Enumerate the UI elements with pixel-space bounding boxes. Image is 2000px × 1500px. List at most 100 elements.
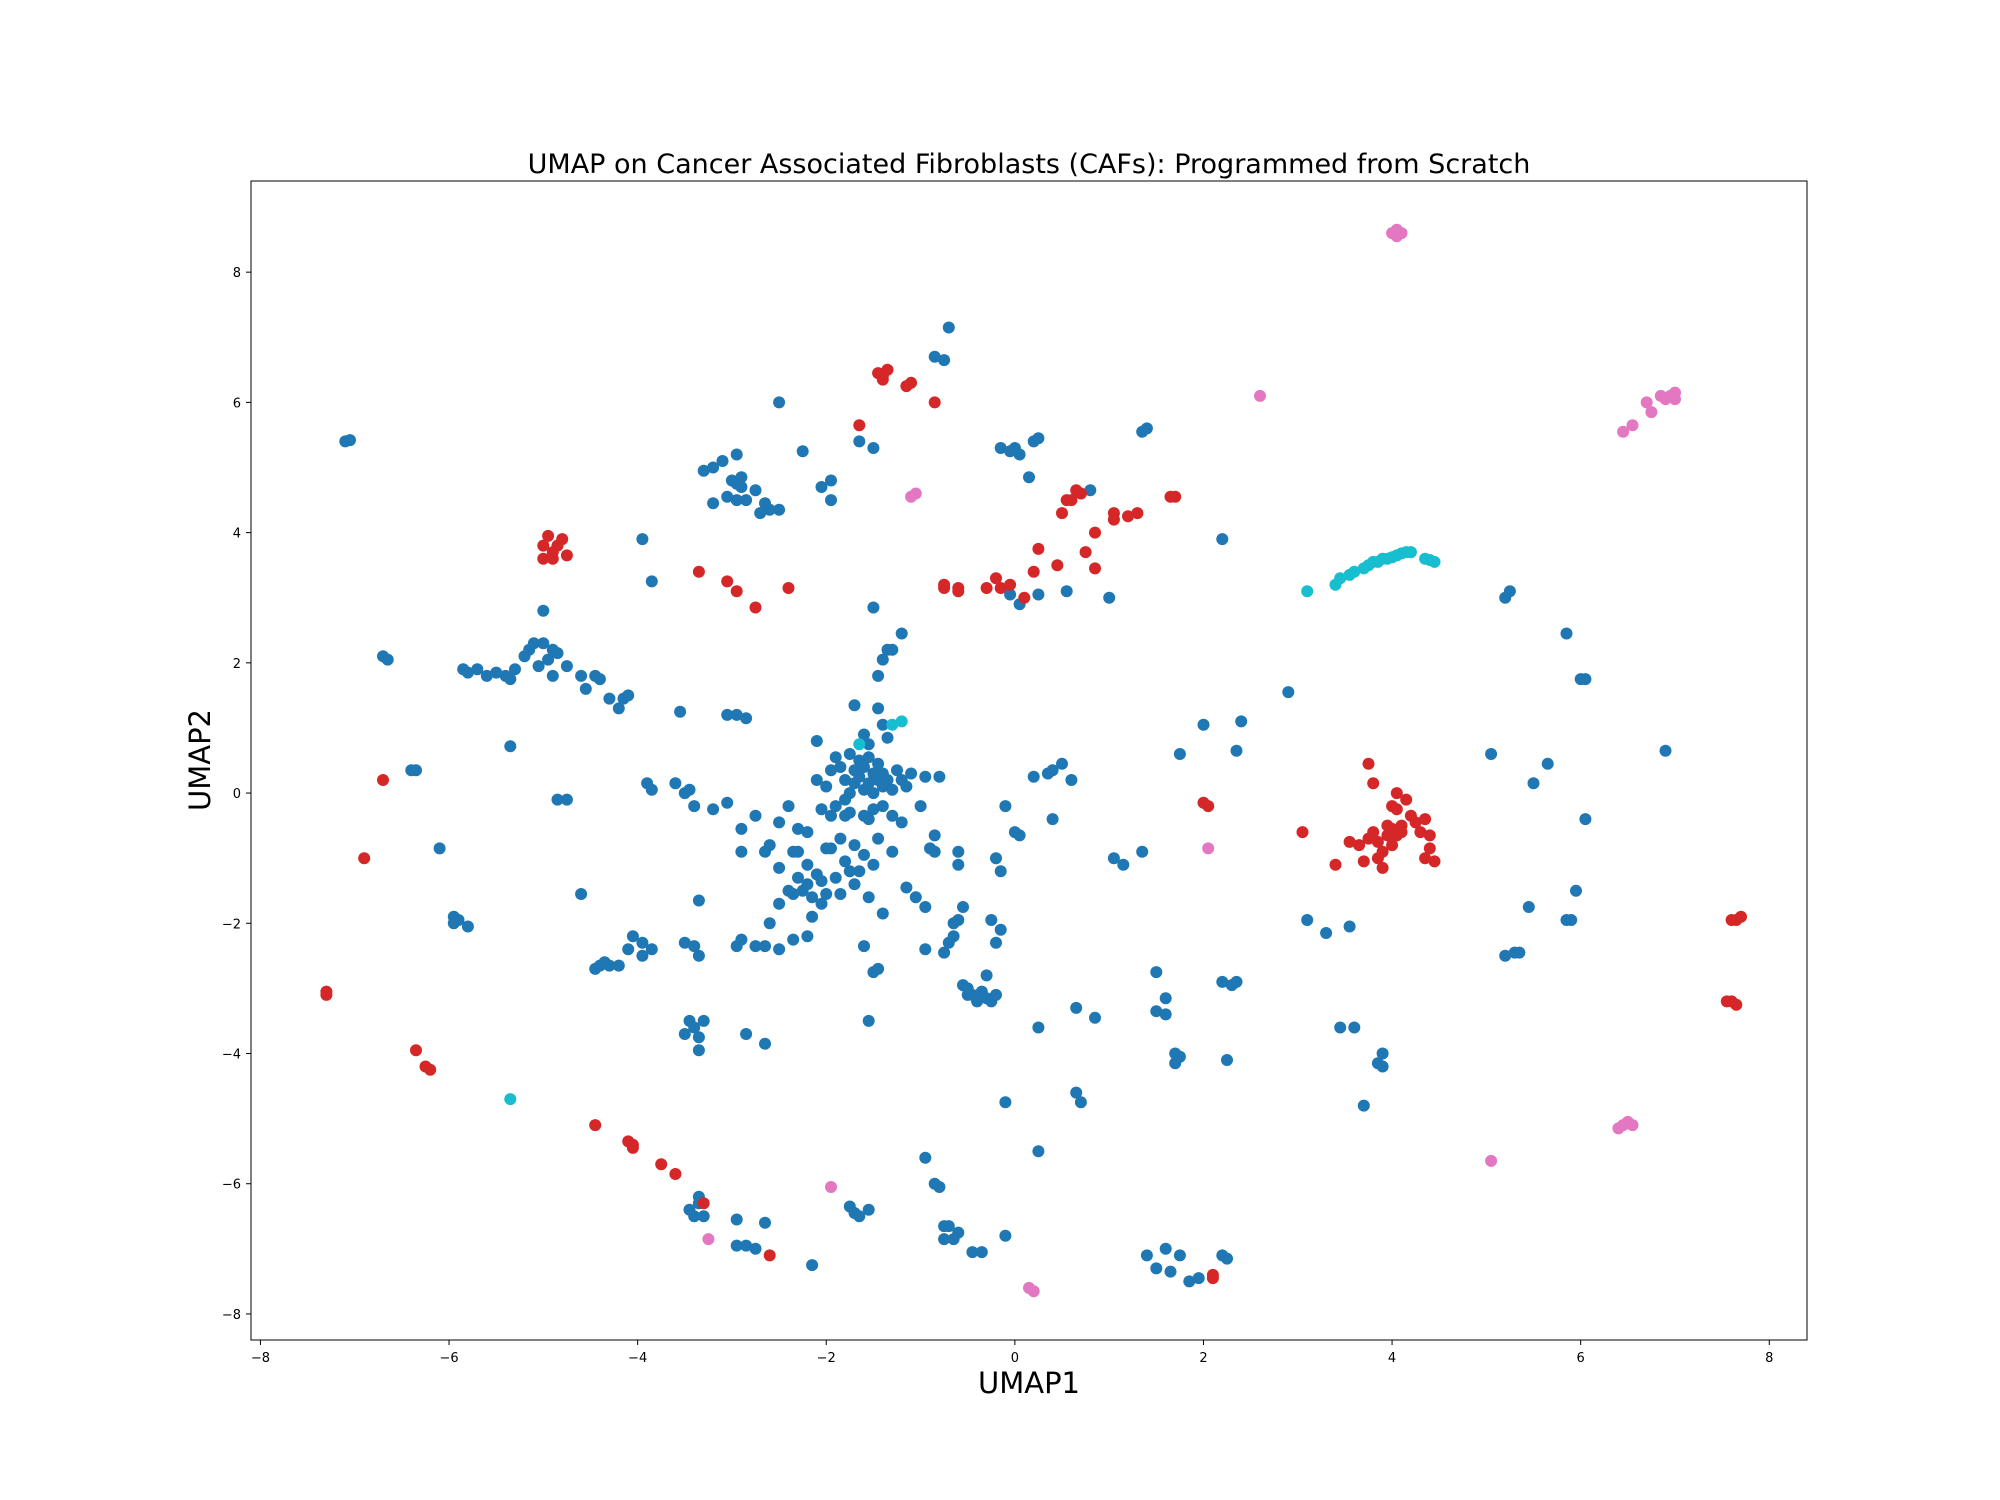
scatter-point-series-0 [1565, 914, 1578, 926]
scatter-point-series-0 [886, 809, 899, 822]
scatter-point-series-0 [692, 1031, 705, 1044]
scatter-point-series-2 [1645, 406, 1658, 419]
scatter-point-series-0 [740, 1028, 753, 1040]
scatter-point-series-0 [1173, 1050, 1186, 1063]
scatter-point-series-1 [1423, 829, 1436, 842]
scatter-point-series-0 [773, 816, 786, 829]
scatter-point-series-2 [1390, 230, 1403, 243]
scatter-point-series-0 [1301, 914, 1314, 926]
scatter-point-series-0 [810, 735, 823, 747]
scatter-point-series-1 [589, 1119, 602, 1132]
scatter-point-series-0 [1046, 813, 1059, 826]
scatter-point-series-0 [721, 796, 734, 809]
scatter-point-series-0 [971, 995, 984, 1008]
scatter-point-series-2 [1640, 396, 1653, 409]
scatter-point-series-1 [1202, 800, 1215, 813]
scatter-point-series-0 [683, 783, 696, 796]
scatter-point-series-0 [1084, 484, 1097, 497]
scatter-point-series-0 [825, 494, 837, 507]
scatter-point-series-1 [905, 376, 918, 389]
scatter-point-series-0 [994, 442, 1007, 454]
scatter-point-series-0 [848, 839, 861, 852]
scatter-point-series-1 [1206, 1272, 1219, 1285]
scatter-point-series-0 [692, 894, 705, 907]
scatter-point-series-1 [952, 585, 965, 598]
scatter-point-series-3 [886, 718, 899, 731]
scatter-point-series-0 [1320, 927, 1333, 939]
scatter-point-series-1 [853, 419, 866, 432]
scatter-point-series-0 [999, 1096, 1012, 1109]
scatter-point-series-0 [1046, 764, 1059, 777]
scatter-point-series-0 [792, 871, 804, 884]
scatter-point-series-0 [876, 800, 889, 813]
scatter-point-series-3 [1428, 555, 1441, 568]
scatter-point-series-0 [862, 1203, 875, 1216]
scatter-point-series-0 [1221, 1054, 1233, 1066]
scatter-point-series-0 [1032, 1145, 1045, 1158]
scatter-point-series-0 [895, 816, 908, 829]
scatter-point-series-0 [796, 445, 809, 458]
scatter-point-series-0 [990, 936, 1002, 949]
scatter-point-series-0 [1522, 901, 1535, 913]
scatter-point-series-0 [810, 774, 823, 786]
scatter-point-series-0 [678, 1028, 691, 1040]
scatter-point-series-1 [1367, 826, 1380, 839]
scatter-point-series-0 [612, 959, 625, 972]
scatter-point-series-1 [1423, 842, 1436, 855]
scatter-point-series-1 [1735, 910, 1747, 923]
scatter-point-series-0 [1560, 627, 1573, 640]
scatter-point-series-0 [763, 503, 776, 516]
x-tick-label: 6 [1577, 1351, 1585, 1366]
scatter-point-series-0 [919, 1151, 932, 1164]
scatter-point-series-0 [942, 321, 955, 334]
scatter-point-series-0 [1216, 975, 1229, 988]
scatter-point-series-0 [867, 601, 880, 614]
scatter-point-series-0 [730, 448, 743, 461]
y-tick-label: −6 [222, 1178, 241, 1193]
scatter-point-series-0 [692, 949, 705, 962]
scatter-points [320, 223, 1747, 1298]
scatter-point-series-0 [707, 461, 720, 474]
scatter-point-series-0 [919, 943, 932, 956]
scatter-point-series-0 [1107, 852, 1120, 865]
scatter-point-series-0 [1503, 585, 1516, 598]
scatter-point-series-1 [1089, 526, 1101, 539]
scatter-point-series-0 [994, 923, 1007, 936]
scatter-point-series-0 [759, 845, 771, 858]
scatter-point-series-0 [872, 669, 885, 682]
scatter-point-series-1 [1386, 839, 1399, 852]
scatter-point-series-0 [980, 969, 993, 982]
scatter-point-series-0 [1159, 1008, 1172, 1021]
scatter-point-series-0 [575, 669, 588, 682]
scatter-point-series-0 [490, 666, 503, 679]
scatter-point-series-0 [749, 1242, 762, 1255]
scatter-point-series-1 [1409, 816, 1422, 829]
scatter-point-series-0 [867, 858, 880, 871]
scatter-point-series-0 [551, 647, 564, 660]
scatter-point-series-2 [1027, 1285, 1040, 1298]
scatter-point-series-2 [909, 487, 922, 500]
y-tick-label: 4 [233, 527, 241, 542]
scatter-point-series-0 [815, 481, 828, 493]
scatter-point-series-0 [843, 787, 856, 800]
scatter-point-series-0 [688, 1210, 701, 1223]
scatter-point-series-0 [1032, 588, 1045, 601]
scatter-point-series-0 [872, 832, 885, 845]
scatter-point-series-0 [853, 1210, 866, 1223]
scatter-point-series-0 [933, 1181, 946, 1193]
scatter-point-series-0 [952, 1226, 965, 1239]
scatter-point-series-0 [754, 507, 767, 520]
scatter-point-series-0 [1004, 588, 1017, 601]
scatter-point-series-0 [881, 731, 894, 744]
scatter-point-series-1 [669, 1168, 682, 1180]
scatter-point-series-0 [862, 1014, 875, 1027]
x-tick-label: −4 [628, 1351, 647, 1366]
scatter-point-series-0 [1513, 946, 1526, 959]
scatter-point-series-0 [1282, 686, 1295, 699]
scatter-point-series-0 [773, 861, 786, 874]
scatter-point-series-0 [1376, 1047, 1389, 1060]
scatter-point-series-0 [749, 809, 762, 822]
scatter-point-series-1 [1390, 787, 1403, 800]
scatter-point-series-1 [928, 396, 941, 409]
scatter-point-series-0 [707, 803, 720, 816]
